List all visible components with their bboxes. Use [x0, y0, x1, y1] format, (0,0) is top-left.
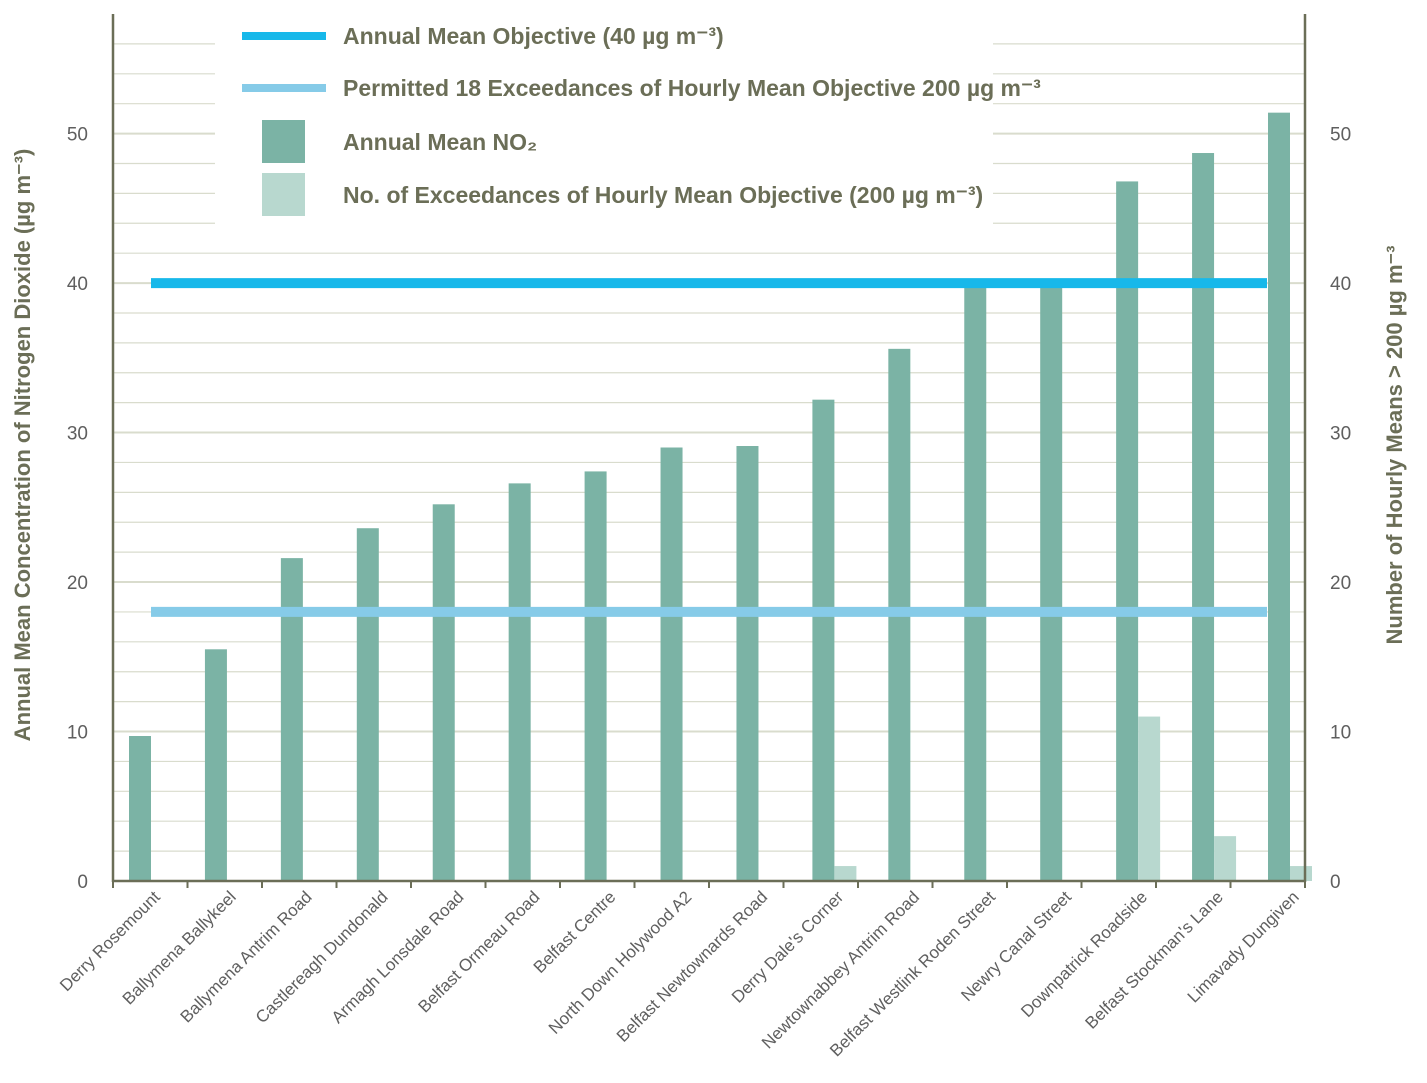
- bar-exceedances: [834, 866, 857, 881]
- bar-annual-mean: [964, 284, 987, 881]
- category-label: Armagh Lonsdale Road: [328, 887, 468, 1027]
- y2-tick-label: 20: [1330, 573, 1351, 594]
- y-tick-label: 40: [67, 274, 88, 295]
- bar-annual-mean: [1040, 283, 1063, 881]
- y2-tick-label: 30: [1330, 424, 1351, 445]
- y2-tick-label: 0: [1330, 872, 1341, 893]
- legend-label: Permitted 18 Exceedances of Hourly Mean …: [343, 75, 1041, 101]
- bar-annual-mean: [432, 504, 455, 881]
- bar-annual-mean: [280, 558, 303, 881]
- legend-background: [215, 8, 993, 234]
- bars: [129, 112, 1312, 882]
- bar-annual-mean: [1116, 181, 1139, 882]
- category-label: Belfast Westlink Roden Street: [826, 887, 999, 1060]
- legend-label: Annual Mean NO₂: [343, 129, 537, 155]
- y2-tick-label: 10: [1330, 723, 1351, 744]
- y2-tick-label: 40: [1330, 274, 1351, 295]
- y-axis-title: Annual Mean Concentration of Nitrogen Di…: [10, 149, 35, 742]
- legend-box-swatch: [262, 173, 305, 216]
- category-label: Downpatrick Roadside: [1017, 887, 1151, 1021]
- legend-label: Annual Mean Objective (40 µg m⁻³): [343, 23, 724, 49]
- y-tick-label: 30: [67, 424, 88, 445]
- category-label: Ballymena Antrim Road: [177, 887, 316, 1026]
- axes: [111, 14, 1307, 888]
- y-tick-label: 20: [67, 573, 88, 594]
- bar-annual-mean: [1268, 112, 1290, 881]
- legend: Annual Mean Objective (40 µg m⁻³) Permitt…: [215, 8, 1041, 234]
- legend-label: No. of Exceedances of Hourly Mean Object…: [343, 182, 983, 208]
- bar-annual-mean: [736, 446, 759, 881]
- reference-lines: [151, 278, 1267, 617]
- bar-annual-mean: [356, 528, 379, 881]
- bar-annual-mean: [204, 649, 227, 881]
- y-tick-label: 0: [77, 872, 88, 893]
- bar-annual-mean: [129, 736, 151, 881]
- category-label: North Down Holywood A2: [545, 887, 695, 1037]
- y2-axis-title: Number of Hourly Means > 200 µg m⁻³: [1382, 246, 1407, 645]
- bar-exceedances: [1290, 866, 1312, 881]
- y2-tick-label: 50: [1330, 125, 1351, 146]
- bar-annual-mean: [660, 447, 683, 881]
- category-label: Newtownabbey Antrim Road: [758, 887, 923, 1052]
- y-tick-label: 50: [67, 125, 88, 146]
- bar-exceedances: [1214, 836, 1237, 881]
- y-tick-label: 10: [67, 723, 88, 744]
- category-label: Belfast Newtownards Road: [613, 887, 771, 1045]
- bar-annual-mean: [812, 399, 835, 881]
- tick-labels: 0 0 10 10 20 20 30 30 40 40 50 50: [67, 125, 1351, 893]
- bar-exceedances: [1138, 716, 1161, 881]
- bar-annual-mean: [508, 483, 531, 881]
- category-label: Castlereagh Dundonald: [252, 887, 392, 1027]
- bar-annual-mean: [1192, 153, 1215, 881]
- category-label: Belfast Stockman's Lane: [1082, 887, 1227, 1032]
- legend-box-swatch: [262, 120, 305, 163]
- bar-annual-mean: [584, 471, 607, 881]
